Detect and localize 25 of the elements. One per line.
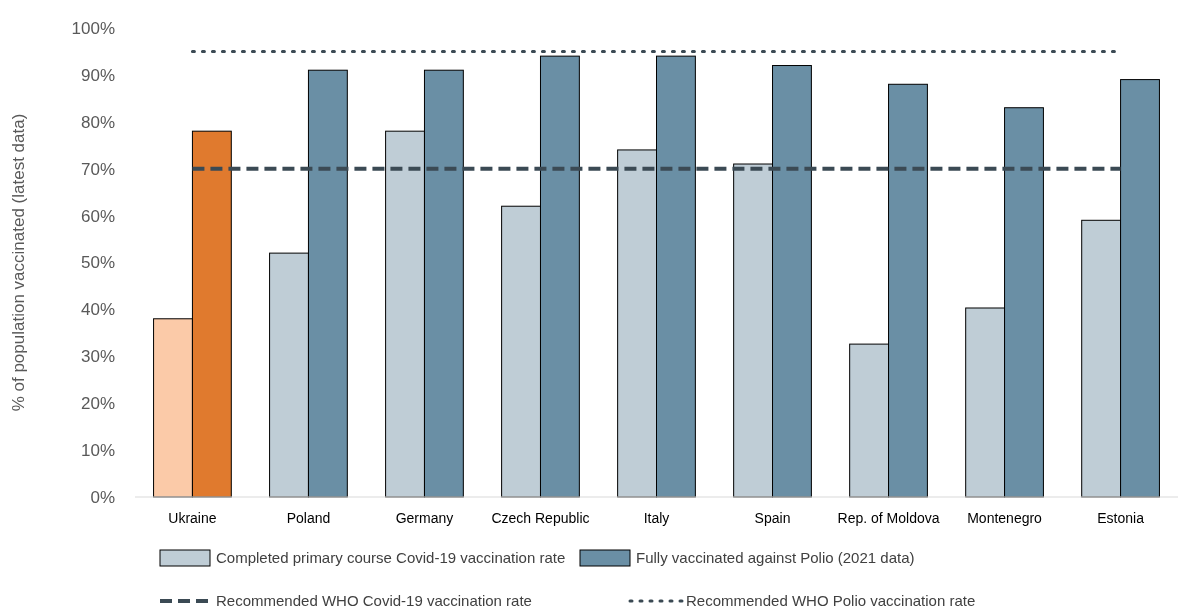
y-tick-label: 80%	[80, 112, 115, 132]
x-tick-label: Italy	[643, 510, 670, 526]
legend-label: Completed primary course Covid-19 vaccination rate	[216, 549, 566, 567]
legend-label: Fully vaccinated against Polio (2021 data)	[636, 549, 915, 567]
x-tick-label: Montenegro	[967, 510, 1043, 526]
y-tick-label: 90%	[80, 65, 115, 85]
x-tick-label: Rep. of Moldova	[837, 510, 940, 526]
y-tick-label: 40%	[80, 300, 115, 320]
y-tick-label: 0%	[90, 487, 115, 507]
x-tick-label: Germany	[395, 510, 454, 526]
y-tick-label: 10%	[80, 441, 115, 461]
x-tick-label: Estonia	[1097, 510, 1145, 526]
x-tick-label: Ukraine	[168, 510, 217, 526]
legend-label: Recommended WHO Covid-19 vaccination rate	[216, 592, 532, 610]
x-tick-label: Czech Republic	[491, 510, 590, 526]
y-tick-label: 20%	[80, 394, 115, 414]
x-tick-label: Spain	[754, 510, 791, 526]
legend-label: Recommended WHO Polio vaccination rate	[686, 592, 976, 610]
y-tick-label: 60%	[80, 206, 115, 226]
x-tick-label: Poland	[286, 510, 331, 526]
y-axis-title: % of population vaccinated (latest data)	[9, 113, 28, 412]
y-tick-label: 100%	[71, 18, 115, 38]
y-tick-label: 70%	[80, 159, 115, 179]
y-tick-label: 50%	[80, 253, 115, 273]
y-tick-label: 30%	[80, 347, 115, 367]
